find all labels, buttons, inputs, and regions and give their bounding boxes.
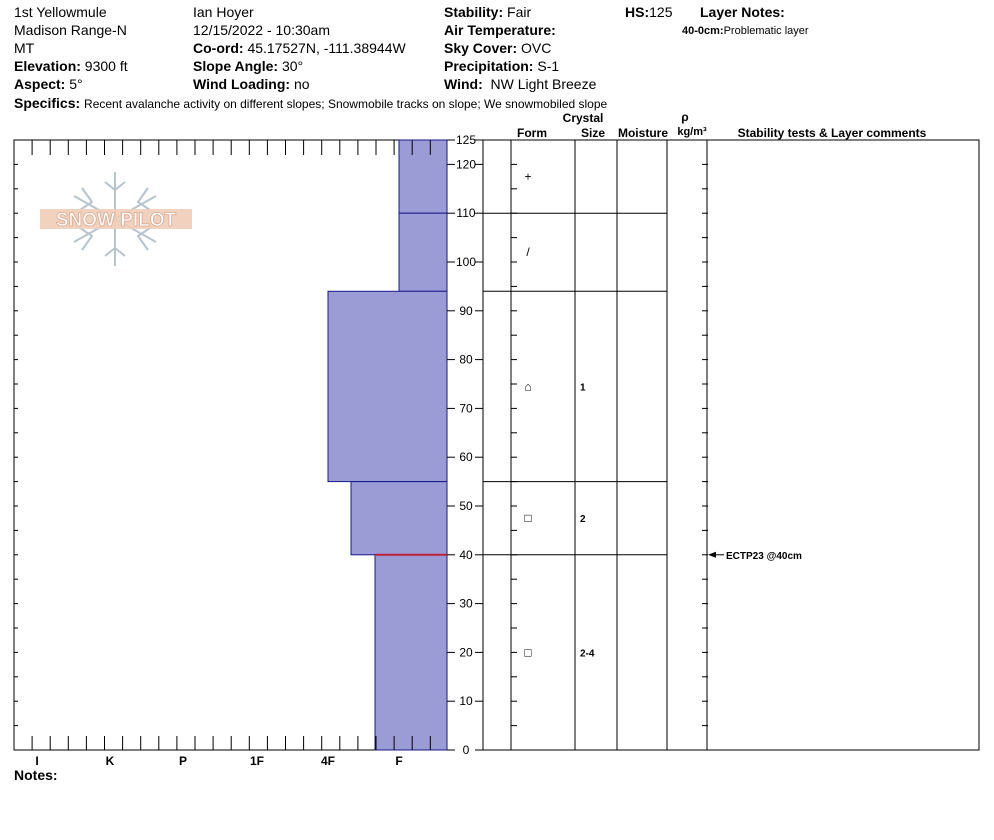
- site-name: 1st Yellowmule: [14, 4, 107, 20]
- form-header: Form: [517, 126, 547, 140]
- slope-angle: Slope Angle: 30°: [193, 57, 303, 75]
- stability-test-arrowhead: [708, 551, 716, 558]
- hardness-label-1F: 1F: [250, 754, 264, 768]
- stability-value: Fair: [507, 4, 532, 20]
- snow-pilot-logo: SNOW PILOT: [40, 172, 192, 266]
- hs-label: HS:: [625, 4, 650, 20]
- depth-label-20: 20: [459, 645, 473, 659]
- layer-notes-label: Layer Notes:: [700, 4, 785, 20]
- depth-label-120: 120: [456, 157, 476, 171]
- wind-loading-value: no: [293, 76, 310, 92]
- specifics: Specifics: Recent avalanche activity on …: [14, 94, 607, 113]
- observation-datetime: 12/15/2022 - 10:30am: [193, 22, 330, 38]
- observer-name: Ian Hoyer: [193, 4, 254, 20]
- air-temperature: Air Temperature:: [444, 21, 556, 39]
- depth-label-60: 60: [459, 450, 473, 464]
- air-temp-label: Air Temperature:: [444, 22, 556, 38]
- slope-value: 30°: [281, 58, 304, 74]
- depth-label-10: 10: [459, 694, 473, 708]
- precip-label: Precipitation:: [444, 58, 534, 74]
- depth-label-0: 0: [463, 743, 470, 757]
- hardness-bars: [327, 139, 448, 751]
- depth-label-125: 125: [456, 133, 476, 147]
- crystal-form-0: +: [524, 170, 531, 184]
- layer-table-frame: [482, 139, 980, 751]
- density-unit-header: kg/m³: [677, 126, 707, 138]
- depth-axis: 0 10 20 30 40 50 60 70 80 90 100 110 120 125: [447, 133, 708, 757]
- elevation-value: 9300 ft: [84, 58, 128, 74]
- depth-label-100: 100: [456, 255, 476, 269]
- hardness-label-I: I: [35, 754, 38, 768]
- hs-value: 125: [649, 4, 673, 20]
- wind-loading: Wind Loading: no: [193, 75, 310, 93]
- stability-label: Stability:: [444, 4, 504, 20]
- sky-cover: Sky Cover: OVC: [444, 39, 551, 57]
- specifics-value: Recent avalanche activity on different s…: [84, 97, 608, 111]
- sky-value: OVC: [521, 40, 552, 56]
- elevation: Elevation: 9300 ft: [14, 57, 128, 75]
- range-name: Madison Range-N: [14, 22, 127, 38]
- coord-value: 45.17527N, -111.38944W: [247, 40, 406, 56]
- layer-table-columns: [510, 140, 708, 750]
- layer-note-range: 40-0cm:: [682, 25, 724, 37]
- stability-header: Stability tests & Layer comments: [738, 126, 927, 140]
- crystal-size-4: 2-4: [580, 648, 595, 659]
- wind-loading-label: Wind Loading:: [193, 76, 291, 92]
- sky-label: Sky Cover:: [444, 40, 518, 56]
- size-header: Size: [581, 126, 605, 140]
- depth-label-30: 30: [459, 597, 473, 611]
- stability: Stability: Fair: [444, 3, 531, 21]
- layer-note: 40-0cm:Problematic layer: [682, 22, 809, 40]
- stability-test: ECTP23 @40cm: [708, 551, 802, 562]
- layer-table-rows: + / ⌂ 1 □ 2 □ 2-4: [483, 139, 667, 659]
- precipitation: Precipitation: S-1: [444, 57, 559, 75]
- depth-label-90: 90: [459, 304, 473, 318]
- aspect-label: Aspect:: [14, 76, 66, 92]
- hardness-bar-1: [398, 212, 448, 292]
- crystal-form-1: /: [526, 245, 530, 259]
- hardness-label-4F: 4F: [321, 754, 335, 768]
- depth-label-70: 70: [459, 401, 473, 415]
- hardness-label-F: F: [395, 754, 402, 768]
- layer-note-text: Problematic layer: [723, 25, 809, 37]
- snow-height: HS:125: [625, 3, 672, 21]
- crystal-header: Crystal: [563, 111, 604, 125]
- depth-label-50: 50: [459, 499, 473, 513]
- hardness-bar-0: [398, 139, 448, 214]
- slope-label: Slope Angle:: [193, 58, 279, 74]
- depth-label-40: 40: [459, 548, 473, 562]
- elevation-label: Elevation:: [14, 58, 81, 74]
- wind: Wind: NW Light Breeze: [444, 75, 596, 93]
- aspect: Aspect: 5°: [14, 75, 83, 93]
- crystal-form-3: □: [524, 511, 531, 525]
- hardness-bar-4: [374, 554, 448, 751]
- hardness-bar-3: [350, 481, 448, 556]
- logo-text: SNOW PILOT: [56, 210, 177, 231]
- depth-label-80: 80: [459, 353, 473, 367]
- rho-header: ρ: [681, 110, 688, 124]
- hardness-axis-labels: I K P 1F 4F F: [35, 754, 402, 768]
- hardness-label-K: K: [106, 754, 115, 768]
- crystal-form-4: □: [524, 645, 531, 659]
- crystal-form-2: ⌂: [524, 379, 531, 393]
- crystal-size-3: 2: [580, 514, 586, 525]
- coordinates: Co-ord: 45.17527N, -111.38944W: [193, 39, 406, 57]
- stability-test-label: ECTP23 @40cm: [726, 551, 802, 562]
- precip-value: S-1: [537, 58, 560, 74]
- depth-label-110: 110: [456, 206, 475, 220]
- wind-label: Wind:: [444, 76, 483, 92]
- specifics-label: Specifics:: [14, 95, 81, 111]
- coord-label: Co-ord:: [193, 40, 244, 56]
- crystal-size-2: 1: [580, 382, 586, 393]
- hardness-label-P: P: [179, 754, 187, 768]
- aspect-value: 5°: [69, 76, 83, 92]
- hardness-bar-2: [327, 290, 448, 483]
- wind-value: NW Light Breeze: [490, 76, 597, 92]
- hardness-ticks: [13, 139, 431, 751]
- state-name: MT: [14, 40, 35, 56]
- moisture-header: Moisture: [618, 126, 668, 140]
- notes-label: Notes:: [14, 767, 58, 783]
